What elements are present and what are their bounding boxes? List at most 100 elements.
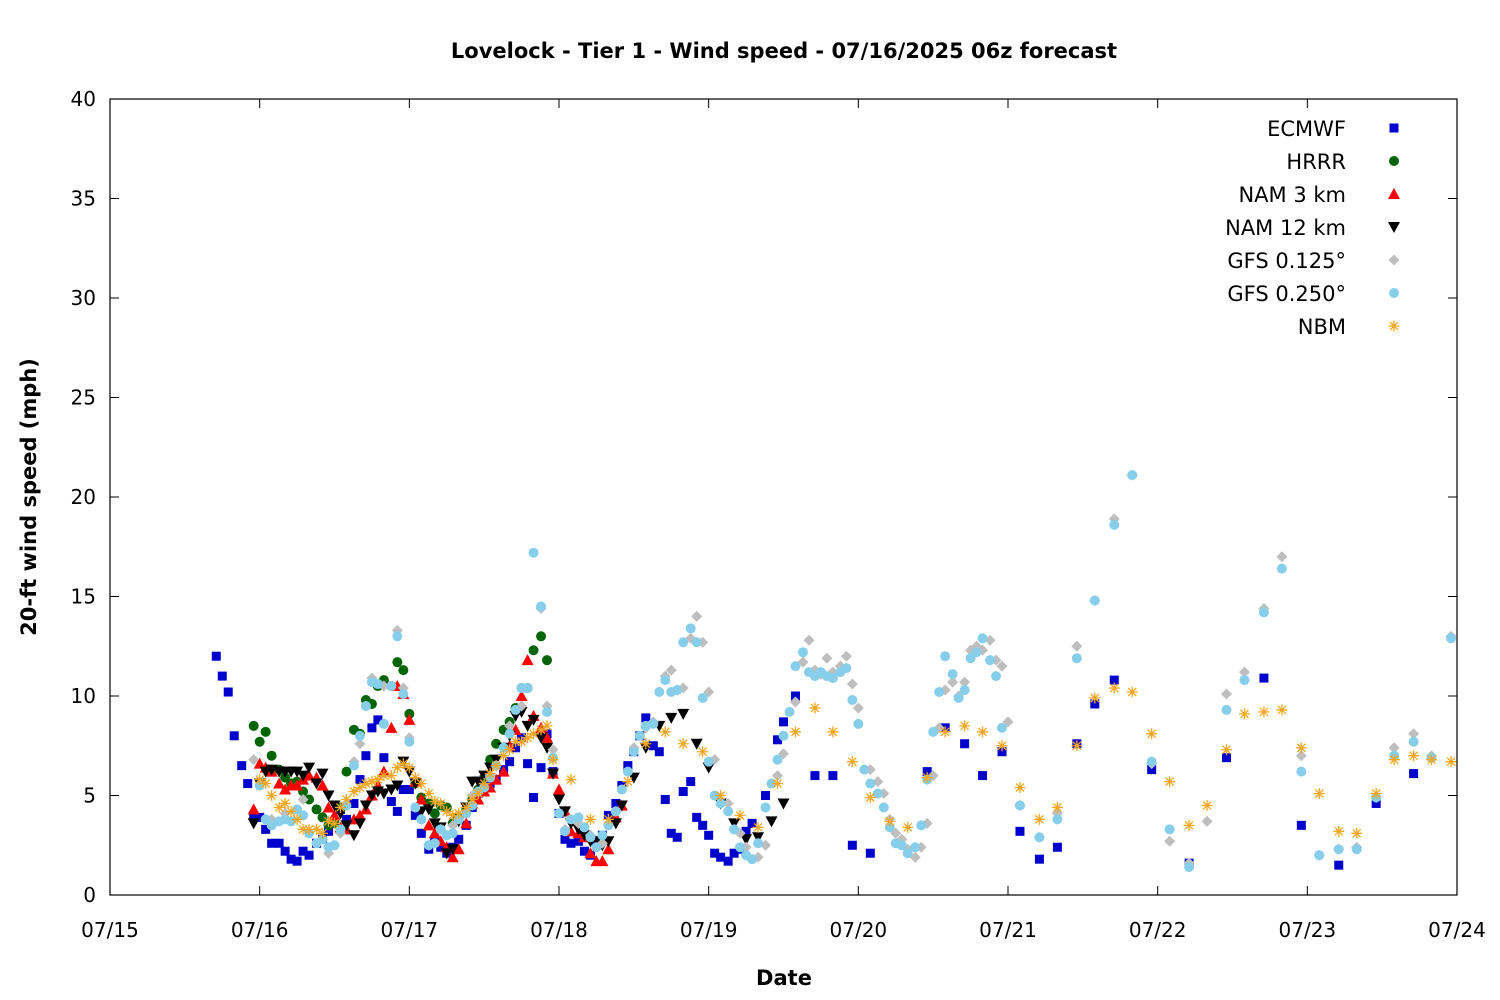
data-point-gfs-0-250 <box>878 802 889 813</box>
data-point-gfs-0-250 <box>1146 756 1157 767</box>
data-point-nbm <box>697 746 709 758</box>
data-point-ecmwf <box>324 826 334 836</box>
data-point-nbm <box>415 778 427 790</box>
data-point-nbm <box>460 801 472 813</box>
data-point-ecmwf <box>1371 798 1381 808</box>
data-point-nbm <box>323 815 335 827</box>
data-point-gfs-0-250 <box>678 637 689 648</box>
data-point-nbm <box>466 793 478 805</box>
data-point-gfs-0-250 <box>640 720 651 731</box>
data-point-ecmwf <box>560 834 570 844</box>
data-point-nbm <box>1258 706 1270 718</box>
data-point-gfs-0-250 <box>591 842 602 853</box>
data-point-gfs-0-250 <box>872 788 883 799</box>
data-point-gfs-0-250 <box>398 689 409 700</box>
data-point-gfs-0-250 <box>934 687 945 698</box>
data-point-gfs-0-250 <box>735 842 746 853</box>
data-point-gfs-0-125 <box>846 678 858 690</box>
data-point-gfs-0-125 <box>1071 640 1083 652</box>
data-point-ecmwf <box>373 715 383 725</box>
data-point-gfs-0-125 <box>789 696 801 708</box>
data-point-gfs-0-250 <box>542 706 553 717</box>
data-point-nam-3-km <box>273 777 286 789</box>
data-point-ecmwf <box>623 761 633 771</box>
data-point-nbm <box>772 778 784 790</box>
data-point-gfs-0-250 <box>429 838 440 849</box>
data-point-nam-3-km <box>515 690 528 701</box>
data-point-ecmwf <box>698 820 708 830</box>
data-point-nbm <box>827 726 839 738</box>
axis-ticks: 07/15 07/16 07/17 07/18 07/19 07/20 07/21 07/22… <box>71 87 1486 942</box>
data-point-ecmwf <box>573 836 583 846</box>
data-point-nam-3-km <box>422 819 435 831</box>
data-point-gfs-0-250 <box>597 830 608 841</box>
data-point-nbm <box>789 726 801 738</box>
data-point-gfs-0-250 <box>841 663 852 674</box>
data-point-ecmwf <box>398 785 408 795</box>
data-point-nam-12-km <box>558 806 571 818</box>
x-tick-label: 07/22 <box>1129 918 1187 942</box>
data-point-gfs-0-250 <box>1034 832 1045 843</box>
data-point-gfs-0-250 <box>884 822 895 833</box>
data-point-gfs-0-250 <box>585 832 596 843</box>
data-point-ecmwf <box>341 814 351 824</box>
data-point-gfs-0-250 <box>672 685 683 696</box>
data-point-nam-3-km <box>428 827 441 839</box>
data-point-nam-12-km <box>377 788 390 800</box>
data-point-gfs-0-250 <box>760 802 771 813</box>
data-point-gfs-0-250 <box>1296 766 1307 777</box>
data-point-gfs-0-250 <box>1221 704 1232 715</box>
legend-label-hrrr: HRRR <box>1286 150 1346 174</box>
data-point-ecmwf <box>292 856 302 866</box>
data-point-gfs-0-250 <box>747 854 758 865</box>
data-point-gfs-0-250 <box>1127 470 1138 481</box>
data-point-nam-12-km <box>521 720 534 732</box>
data-point-nbm <box>541 720 553 732</box>
data-point-ecmwf <box>217 671 227 681</box>
data-point-gfs-0-125 <box>1295 750 1307 762</box>
data-point-nam-3-km <box>521 654 534 666</box>
data-point-nam-12-km <box>353 818 366 830</box>
data-point-nbm <box>902 821 914 833</box>
data-point-gfs-0-250 <box>953 692 964 703</box>
y-axis-label: 20-ft wind speed (mph) <box>17 358 41 636</box>
data-point-gfs-0-250 <box>991 671 1002 682</box>
data-point-nam-12-km <box>535 732 548 744</box>
data-point-ecmwf <box>648 741 658 751</box>
data-point-nam-12-km <box>527 714 540 726</box>
data-point-gfs-0-250 <box>1408 736 1419 747</box>
data-point-gfs-0-125 <box>547 744 559 756</box>
data-point-nbm <box>1146 728 1158 740</box>
data-point-gfs-0-250 <box>654 687 665 698</box>
data-point-gfs-0-250 <box>461 808 472 819</box>
data-point-gfs-0-125 <box>1238 666 1250 678</box>
data-point-nbm <box>498 750 510 762</box>
data-point-nbm <box>329 817 340 829</box>
data-point-ecmwf <box>666 828 676 838</box>
data-point-ecmwf <box>729 848 739 858</box>
data-point-nbm <box>921 772 933 784</box>
data-point-nam-12-km <box>247 818 260 830</box>
data-point-gfs-0-125 <box>354 738 366 750</box>
legend-label-nam-3-km: NAM 3 km <box>1238 183 1346 207</box>
data-point-gfs-0-250 <box>997 722 1008 733</box>
data-point-gfs-0-125 <box>852 702 864 714</box>
data-point-nbm <box>297 823 309 835</box>
data-point-gfs-0-250 <box>971 647 982 658</box>
data-point-nbm <box>317 827 329 839</box>
data-point-gfs-0-250 <box>1109 519 1120 530</box>
data-point-ecmwf <box>723 856 733 866</box>
data-point-nbm <box>584 813 596 825</box>
data-point-nam-3-km <box>303 769 316 781</box>
data-point-gfs-0-250 <box>1446 633 1457 644</box>
data-point-ecmwf <box>261 824 271 834</box>
data-point-gfs-0-125 <box>1408 728 1420 740</box>
data-point-nbm <box>846 756 858 768</box>
data-point-nbm <box>1333 825 1345 837</box>
data-point-nbm <box>1126 686 1138 698</box>
data-point-nam-12-km <box>740 834 753 846</box>
data-point-ecmwf <box>611 798 621 808</box>
data-point-nbm <box>354 782 366 794</box>
data-point-nam-3-km <box>385 721 398 733</box>
data-point-gfs-0-250 <box>354 730 365 741</box>
